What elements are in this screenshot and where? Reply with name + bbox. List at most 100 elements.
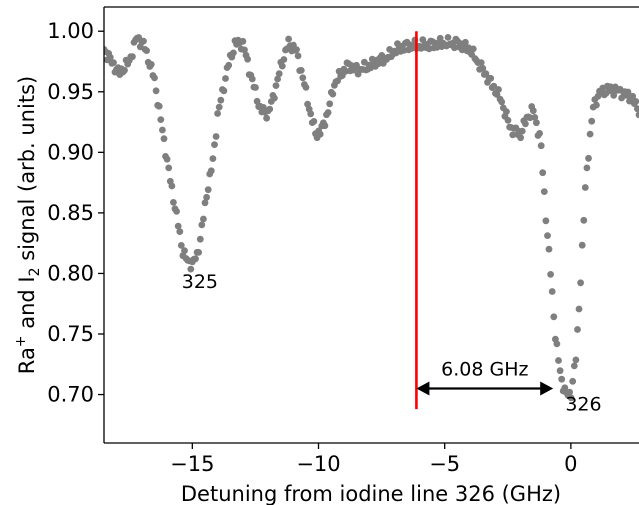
data-point bbox=[271, 94, 278, 102]
data-point bbox=[574, 326, 581, 333]
data-point bbox=[160, 135, 168, 143]
data-point bbox=[556, 367, 564, 375]
data-point bbox=[529, 107, 537, 115]
marker-layer: 6.08 GHz bbox=[415, 31, 554, 410]
data-point bbox=[575, 305, 583, 313]
data-point bbox=[165, 164, 173, 172]
data-point bbox=[578, 241, 586, 249]
data-point bbox=[293, 46, 300, 53]
data-point bbox=[212, 133, 220, 140]
arrow-head-right bbox=[540, 381, 554, 396]
data-point bbox=[285, 35, 292, 43]
data-point bbox=[629, 92, 637, 100]
data-point bbox=[211, 141, 218, 149]
y-tick-label: 0.70 bbox=[47, 383, 94, 407]
data-point bbox=[299, 74, 307, 82]
data-point bbox=[121, 66, 128, 74]
data-point bbox=[252, 84, 259, 91]
data-point bbox=[555, 357, 562, 364]
data-point bbox=[487, 74, 495, 82]
data-point bbox=[593, 101, 600, 109]
data-points bbox=[104, 34, 639, 402]
y-axis-label-sub: 2 bbox=[27, 267, 43, 276]
data-point bbox=[155, 102, 163, 110]
data-point bbox=[522, 120, 529, 128]
y-axis-label-sup: + bbox=[13, 335, 29, 347]
data-point bbox=[307, 110, 315, 118]
data-point bbox=[477, 59, 485, 67]
data-point bbox=[583, 164, 591, 172]
data-point bbox=[531, 114, 539, 121]
data-point bbox=[567, 394, 575, 402]
data-point bbox=[581, 184, 589, 191]
data-point bbox=[635, 111, 639, 119]
data-point bbox=[248, 75, 256, 83]
data-point bbox=[239, 37, 247, 45]
data-point bbox=[570, 362, 578, 370]
data-point bbox=[207, 167, 215, 175]
data-point bbox=[168, 182, 176, 190]
x-tick-label: 0 bbox=[564, 452, 577, 476]
data-point bbox=[324, 109, 332, 116]
data-point bbox=[174, 222, 182, 230]
data-point bbox=[143, 47, 151, 54]
data-point bbox=[163, 155, 171, 163]
data-point bbox=[321, 122, 329, 130]
data-point bbox=[181, 247, 188, 255]
data-point bbox=[550, 313, 558, 321]
data-point bbox=[157, 116, 165, 123]
data-point bbox=[634, 105, 639, 113]
data-point bbox=[517, 134, 524, 142]
data-point bbox=[419, 36, 427, 44]
data-point bbox=[129, 53, 136, 61]
data-point bbox=[533, 119, 540, 127]
data-point bbox=[329, 90, 337, 98]
y-tick-label: 0.90 bbox=[47, 140, 94, 164]
data-point bbox=[200, 215, 207, 223]
data-point bbox=[558, 375, 566, 383]
x-tick-label: −10 bbox=[296, 452, 340, 476]
data-point bbox=[222, 75, 229, 82]
data-point bbox=[572, 356, 580, 364]
data-point bbox=[498, 98, 506, 106]
arrow-head-left bbox=[416, 381, 430, 396]
annotations: 325 326 bbox=[182, 271, 602, 415]
data-point bbox=[569, 377, 577, 385]
data-point bbox=[176, 228, 184, 236]
y-tick-label: 0.80 bbox=[47, 261, 94, 285]
data-point bbox=[159, 126, 166, 134]
peak-label: 325 bbox=[182, 271, 218, 293]
data-point bbox=[536, 130, 543, 137]
data-point bbox=[244, 55, 252, 63]
data-point bbox=[195, 249, 203, 256]
data-point bbox=[110, 59, 117, 66]
data-point bbox=[577, 279, 584, 287]
ticks: −15 −10 −5 0 0.70 0.75 0.80 0.85 0.90 0.95 1.00 bbox=[47, 19, 577, 476]
data-point bbox=[215, 103, 223, 111]
data-point bbox=[542, 217, 550, 225]
y-tick-label: 1.00 bbox=[47, 19, 94, 43]
data-point bbox=[275, 70, 283, 78]
data-point bbox=[263, 114, 270, 122]
data-point bbox=[201, 199, 209, 207]
data-point bbox=[278, 62, 286, 70]
data-point bbox=[187, 265, 195, 273]
data-point bbox=[225, 61, 233, 69]
data-point bbox=[209, 155, 217, 163]
x-axis-label: Detuning from iodine line 326 (GHz) bbox=[181, 482, 561, 505]
data-point bbox=[469, 45, 477, 53]
data-point bbox=[436, 34, 444, 42]
data-point bbox=[585, 154, 592, 162]
data-point bbox=[586, 130, 594, 138]
data-point bbox=[272, 82, 280, 89]
data-point bbox=[632, 98, 639, 105]
data-point bbox=[490, 82, 498, 90]
data-point bbox=[610, 91, 618, 99]
data-point bbox=[326, 100, 334, 108]
arrow-label: 6.08 GHz bbox=[441, 359, 528, 381]
data-point bbox=[588, 117, 596, 125]
y-axis-label: Ra+ and I2 signal (arb. units) bbox=[13, 76, 43, 374]
data-point bbox=[310, 118, 318, 125]
data-point bbox=[302, 84, 310, 91]
